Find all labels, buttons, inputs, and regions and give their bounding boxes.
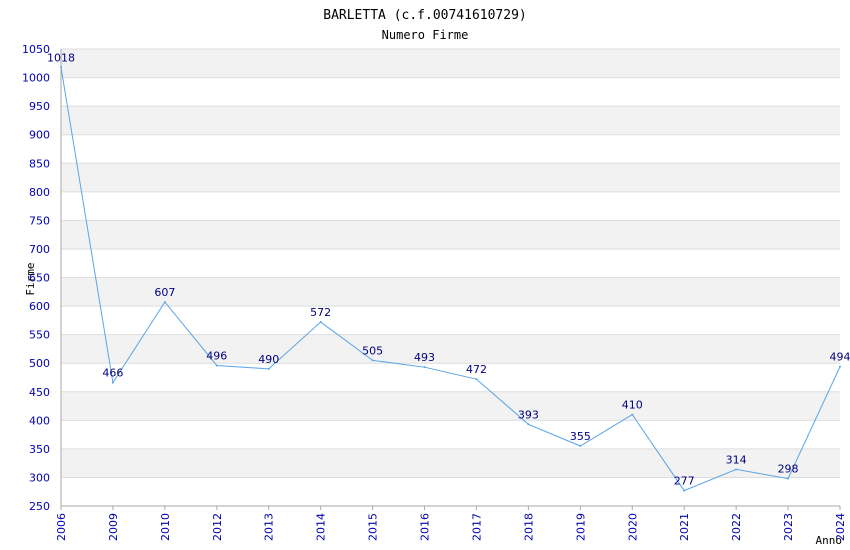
y-tick-label: 950 <box>29 100 50 113</box>
data-label: 572 <box>310 306 331 319</box>
series-line <box>60 67 841 492</box>
data-label: 410 <box>622 399 643 412</box>
y-tick-label: 300 <box>29 471 50 484</box>
x-tick-label: 2023 <box>782 513 795 541</box>
x-tick-label: 2016 <box>419 513 432 541</box>
y-tick-label: 400 <box>29 414 50 427</box>
x-tick-label: 2022 <box>730 513 743 541</box>
plot-band <box>61 306 840 335</box>
data-label: 505 <box>362 344 383 357</box>
x-tick-label: 2006 <box>55 513 68 541</box>
data-label: 466 <box>102 367 123 380</box>
data-label: 277 <box>674 475 695 488</box>
plot-band <box>61 163 840 192</box>
chart-subtitle: Numero Firme <box>382 28 469 42</box>
axes <box>60 49 840 507</box>
plot-band <box>61 477 840 506</box>
data-label: 314 <box>726 453 747 466</box>
data-point <box>787 477 790 480</box>
x-tick-label: 2009 <box>107 513 120 541</box>
data-point <box>319 321 322 324</box>
x-tick-label: 2013 <box>263 513 276 541</box>
x-tick-label: 2020 <box>626 513 639 541</box>
y-tick-label: 700 <box>29 243 50 256</box>
plot-band <box>61 106 840 135</box>
x-tick-label: 2019 <box>574 513 587 541</box>
data-point <box>423 366 426 369</box>
plot-band <box>61 134 840 164</box>
y-tick-label: 650 <box>29 272 50 285</box>
x-tick-label: 2017 <box>470 513 483 541</box>
data-point <box>683 489 686 492</box>
data-point <box>371 359 374 362</box>
plot-band <box>61 77 840 107</box>
x-axis-label: Anno <box>816 534 843 547</box>
data-label: 607 <box>154 286 175 299</box>
data-point <box>215 364 218 367</box>
data-label: 490 <box>258 353 279 366</box>
plot-band <box>61 191 840 221</box>
data-point <box>579 445 582 448</box>
data-label: 496 <box>206 349 227 362</box>
y-tick-label: 550 <box>29 329 50 342</box>
plot-band <box>61 248 840 278</box>
plot-band <box>61 334 840 364</box>
data-point <box>527 423 530 426</box>
data-label: 298 <box>778 463 799 476</box>
y-tick-label: 350 <box>29 443 50 456</box>
x-tick-label: 2012 <box>211 513 224 541</box>
plot-band <box>61 220 840 249</box>
plot-band <box>61 420 840 449</box>
data-label: 472 <box>466 363 487 376</box>
x-tick-label: 2024 <box>834 513 847 541</box>
y-tick-label: 500 <box>29 357 50 370</box>
plot-band <box>61 363 840 392</box>
data-point <box>735 468 738 471</box>
plot-background-bands <box>61 49 840 506</box>
data-point <box>60 66 62 69</box>
y-tick-label: 250 <box>29 500 50 513</box>
data-label: 1018 <box>47 51 75 64</box>
data-label: 355 <box>570 430 591 443</box>
data-point <box>111 381 114 384</box>
x-tick-label: 2010 <box>159 513 172 541</box>
y-tick-label: 750 <box>29 214 50 227</box>
y-axis-label: Firme <box>24 262 37 295</box>
plot-band <box>61 448 840 478</box>
data-point <box>839 365 841 368</box>
x-tick-label: 2018 <box>522 513 535 541</box>
data-point <box>475 378 478 381</box>
y-tick-label: 800 <box>29 186 50 199</box>
y-tick-labels: 250 300 350 400 450 500 550 600 650 700 750 800 850 9… <box>22 43 50 513</box>
grid-lines <box>61 48 840 507</box>
x-tick-label: 2014 <box>315 513 328 541</box>
y-tick-label: 1000 <box>22 72 50 85</box>
x-tick-labels: 2006 2009 2010 2012 2013 2014 2015 2016 2017 2018… <box>55 506 847 541</box>
y-tick-label: 900 <box>29 129 50 142</box>
series-line-group <box>60 66 841 492</box>
plot-band <box>61 277 840 307</box>
data-point <box>163 301 166 304</box>
y-tick-label: 600 <box>29 300 50 313</box>
data-point <box>631 413 634 416</box>
y-tick-label: 850 <box>29 157 50 170</box>
plot-band <box>61 391 840 421</box>
data-point <box>267 367 270 370</box>
y-tick-label: 450 <box>29 386 50 399</box>
data-label: 393 <box>518 408 539 421</box>
x-tick-label: 2021 <box>678 513 691 541</box>
data-labels: 1018 466 607 496 490 572 505 493 472 393 355 410 277… <box>47 51 850 487</box>
x-tick-label: 2015 <box>367 513 380 541</box>
y-tick-label: 1050 <box>22 43 50 56</box>
data-label: 493 <box>414 351 435 364</box>
data-label: 494 <box>830 351 850 364</box>
chart-title: BARLETTA (c.f.00741610729) <box>323 8 527 23</box>
plot-band <box>61 49 840 78</box>
